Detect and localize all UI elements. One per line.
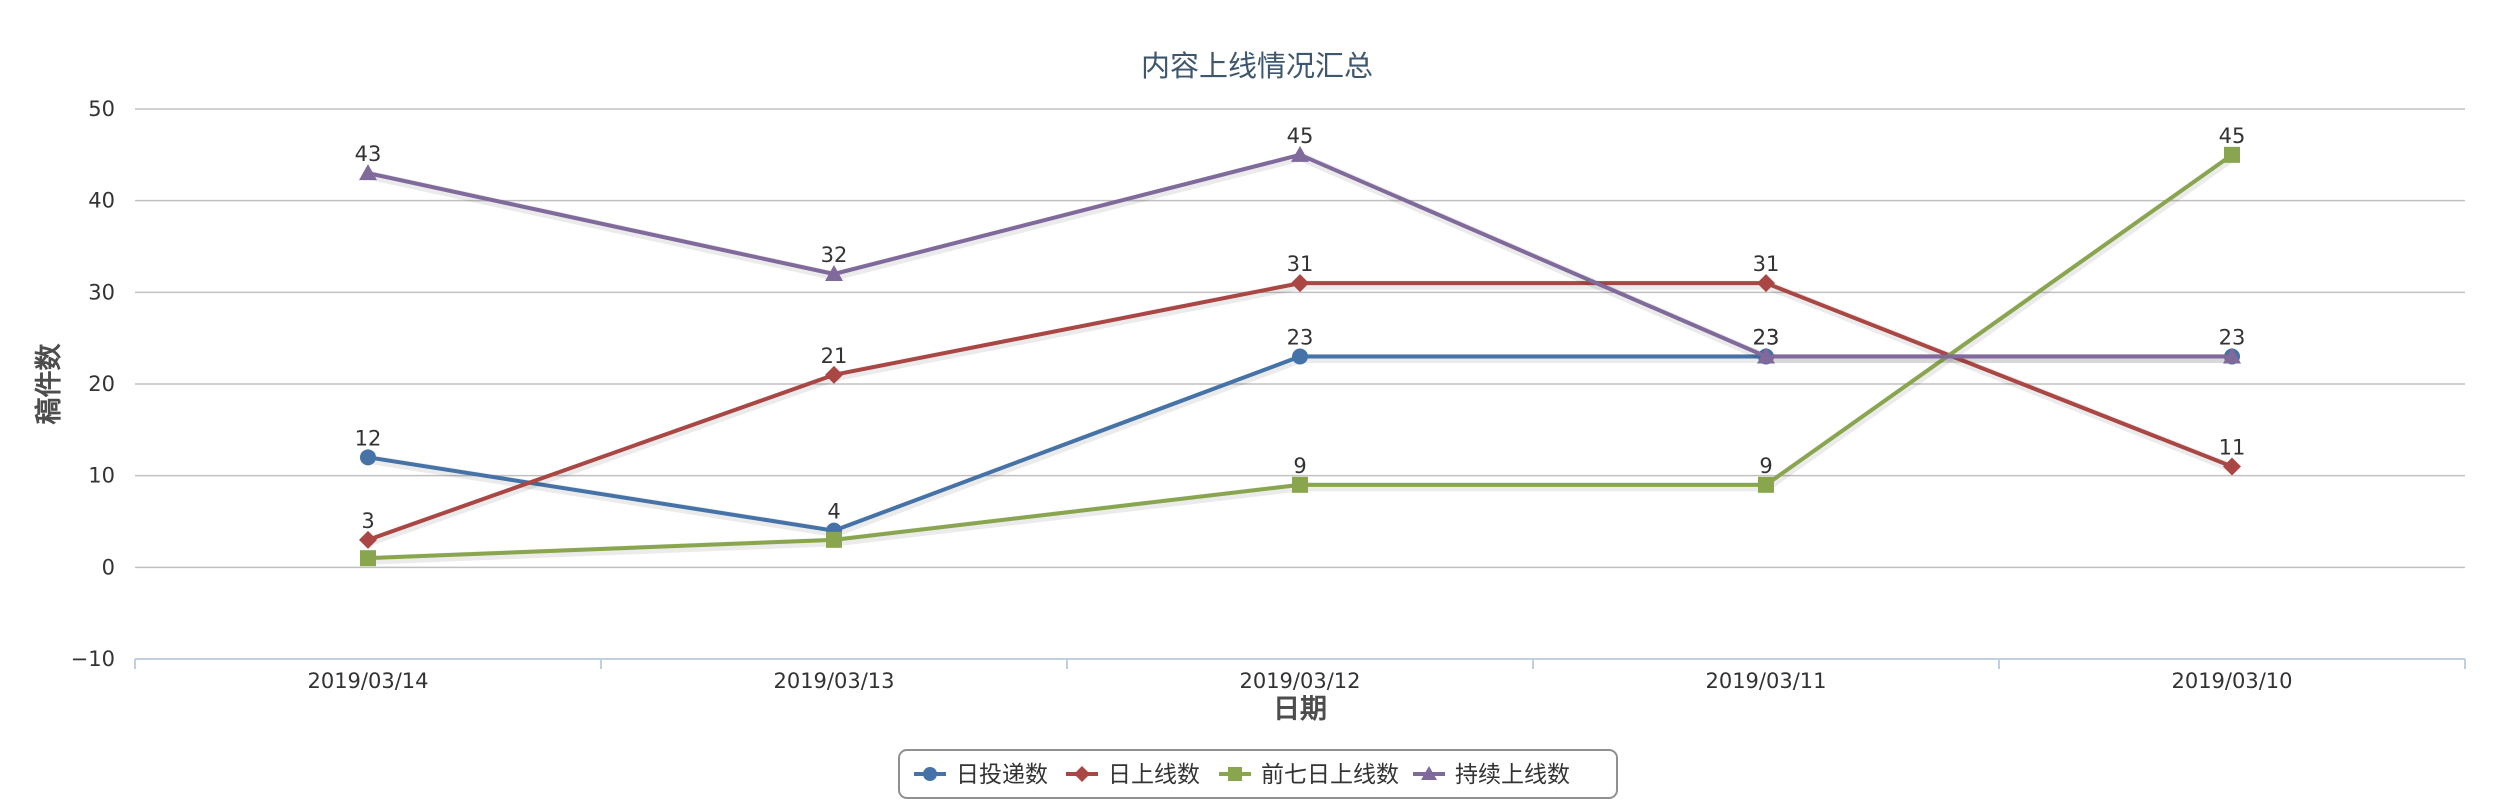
data-point-marker <box>359 164 377 181</box>
data-point-marker <box>359 530 377 549</box>
data-point-marker <box>1758 476 1774 493</box>
x-tick-label: 2019/03/12 <box>1239 669 1360 693</box>
data-point-marker <box>826 531 842 548</box>
data-point-marker <box>2223 347 2241 364</box>
data-point-marker <box>1757 347 1775 364</box>
legend-label: 日上线数 <box>1108 762 1200 788</box>
y-tick-label: −10 <box>71 647 115 671</box>
series-layer <box>359 145 2241 567</box>
data-label: 32 <box>821 243 848 267</box>
data-label: 3 <box>361 509 374 533</box>
data-label: 11 <box>2219 436 2246 460</box>
data-label: 45 <box>2219 124 2246 148</box>
data-label: 9 <box>1759 454 1772 478</box>
data-point-marker <box>1292 476 1308 493</box>
legend-marker <box>1228 767 1242 781</box>
x-tick-label: 2019/03/10 <box>2171 669 2292 693</box>
data-label: 31 <box>1287 252 1314 276</box>
x-tick-label: 2019/03/14 <box>307 669 428 693</box>
y-axis-title: 稿件数 <box>33 343 65 425</box>
legend-label: 持续上线数 <box>1455 762 1570 788</box>
x-tick-label: 2019/03/11 <box>1705 669 1826 693</box>
data-point-marker <box>360 449 376 466</box>
x-axis-title: 日期 <box>1273 694 1327 725</box>
data-label: 43 <box>355 142 382 166</box>
legend-label: 日投递数 <box>956 762 1048 788</box>
data-point-marker <box>1757 274 1775 293</box>
legend-marker <box>1074 766 1090 782</box>
data-label: 21 <box>821 344 848 368</box>
data-label: 4 <box>827 500 840 524</box>
data-point-marker <box>825 265 843 281</box>
legend-marker <box>923 767 937 781</box>
y-tick-label: 30 <box>88 280 115 304</box>
chart-title: 内容上线情况汇总 <box>1141 49 1373 83</box>
data-point-marker <box>360 550 376 567</box>
y-tick-label: 10 <box>88 464 115 488</box>
data-label: 9 <box>1293 454 1306 478</box>
data-label: 45 <box>1287 124 1314 148</box>
x-tick-label: 2019/03/13 <box>773 669 894 693</box>
data-label: 23 <box>1287 326 1314 350</box>
grid-layer <box>135 108 2465 569</box>
legend-marker <box>1421 766 1437 780</box>
data-point-marker <box>1291 274 1309 293</box>
y-tick-label: 0 <box>102 555 115 579</box>
y-tick-label: 20 <box>88 372 115 396</box>
axis-layer: −10 0 10 20 30 40 50 2019/03/14 2019/03/13 2019/0… <box>71 97 2466 693</box>
data-label: 31 <box>1753 252 1780 276</box>
data-point-marker <box>2224 146 2240 163</box>
data-label: 23 <box>1753 326 1780 350</box>
data-label: 23 <box>1753 326 1780 350</box>
data-label: 23 <box>2219 326 2246 350</box>
legend-label: 前七日上线数 <box>1261 762 1399 788</box>
data-point-marker <box>825 365 843 384</box>
y-tick-label: 50 <box>88 97 115 121</box>
legend: 日投递数 日上线数 前七日上线数 持续上线数 <box>898 749 1618 799</box>
data-point-marker <box>1291 145 1309 162</box>
data-point-marker <box>1292 348 1308 365</box>
data-label: 12 <box>355 426 382 450</box>
data-point-marker <box>2223 457 2241 476</box>
y-tick-label: 40 <box>88 189 115 213</box>
legend-box <box>898 749 1618 799</box>
